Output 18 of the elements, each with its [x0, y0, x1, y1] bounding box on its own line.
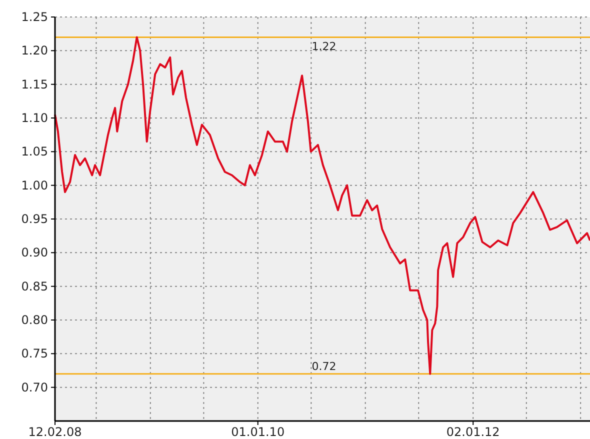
y-tick-label: 1.25	[21, 10, 48, 24]
x-tick-label: 01.01.10	[231, 425, 285, 439]
y-tick-label: 1.10	[21, 111, 48, 125]
ref-line-label: 1.22	[312, 40, 336, 54]
y-tick-label: 0.75	[21, 346, 48, 361]
y-tick-label: 1.20	[21, 44, 48, 58]
x-tick-label: 12.02.08	[28, 425, 82, 439]
y-tick-label: 0.90	[21, 246, 48, 260]
line-series	[54, 36, 590, 375]
y-tick-label: 1.05	[21, 144, 48, 159]
y-tick-label: 0.85	[21, 279, 48, 294]
y-tick-label: 0.70	[21, 380, 48, 394]
y-tick-label: 0.80	[21, 313, 48, 327]
x-tick-label: 02.01.12	[446, 425, 500, 439]
y-tick-label: 1.15	[21, 77, 48, 92]
ref-line-label: 0.72	[312, 360, 336, 373]
y-tick-label: 1.00	[21, 178, 48, 192]
y-tick-label: 0.95	[21, 212, 48, 226]
